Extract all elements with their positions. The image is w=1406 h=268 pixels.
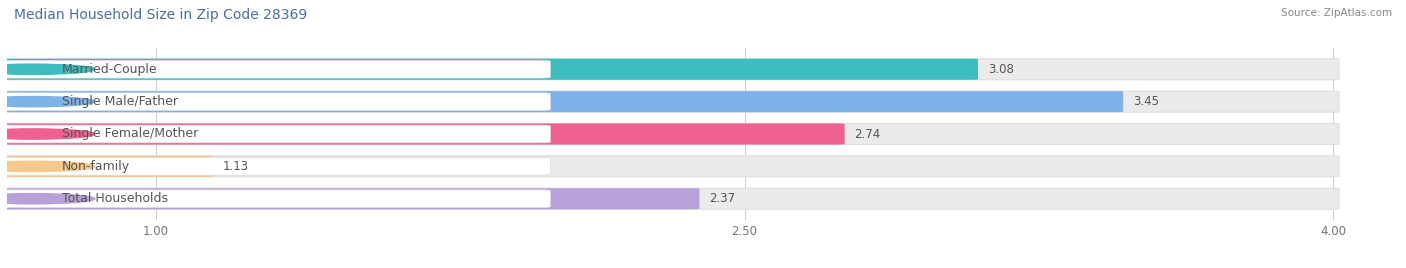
Text: Single Female/Mother: Single Female/Mother [62, 128, 198, 140]
Circle shape [0, 96, 94, 107]
FancyBboxPatch shape [1, 124, 1339, 144]
FancyBboxPatch shape [1, 190, 550, 207]
Circle shape [0, 161, 94, 172]
Text: Source: ZipAtlas.com: Source: ZipAtlas.com [1281, 8, 1392, 18]
FancyBboxPatch shape [1, 156, 1339, 177]
FancyBboxPatch shape [1, 59, 1339, 80]
FancyBboxPatch shape [1, 125, 550, 143]
Circle shape [0, 129, 94, 139]
Text: 3.45: 3.45 [1133, 95, 1159, 108]
FancyBboxPatch shape [1, 124, 845, 144]
Text: 2.37: 2.37 [709, 192, 735, 205]
Text: Median Household Size in Zip Code 28369: Median Household Size in Zip Code 28369 [14, 8, 308, 22]
FancyBboxPatch shape [1, 156, 212, 177]
FancyBboxPatch shape [1, 91, 1123, 112]
FancyBboxPatch shape [1, 61, 550, 78]
FancyBboxPatch shape [1, 93, 550, 110]
Text: Non-family: Non-family [62, 160, 131, 173]
Text: Married-Couple: Married-Couple [62, 63, 157, 76]
FancyBboxPatch shape [1, 59, 979, 80]
Circle shape [0, 193, 94, 204]
Text: 1.13: 1.13 [222, 160, 249, 173]
Text: Total Households: Total Households [62, 192, 167, 205]
Text: 2.74: 2.74 [855, 128, 880, 140]
Circle shape [0, 64, 94, 75]
Text: Single Male/Father: Single Male/Father [62, 95, 179, 108]
FancyBboxPatch shape [1, 188, 699, 209]
Text: 3.08: 3.08 [988, 63, 1014, 76]
FancyBboxPatch shape [1, 91, 1339, 112]
FancyBboxPatch shape [1, 188, 1339, 209]
FancyBboxPatch shape [1, 158, 550, 175]
